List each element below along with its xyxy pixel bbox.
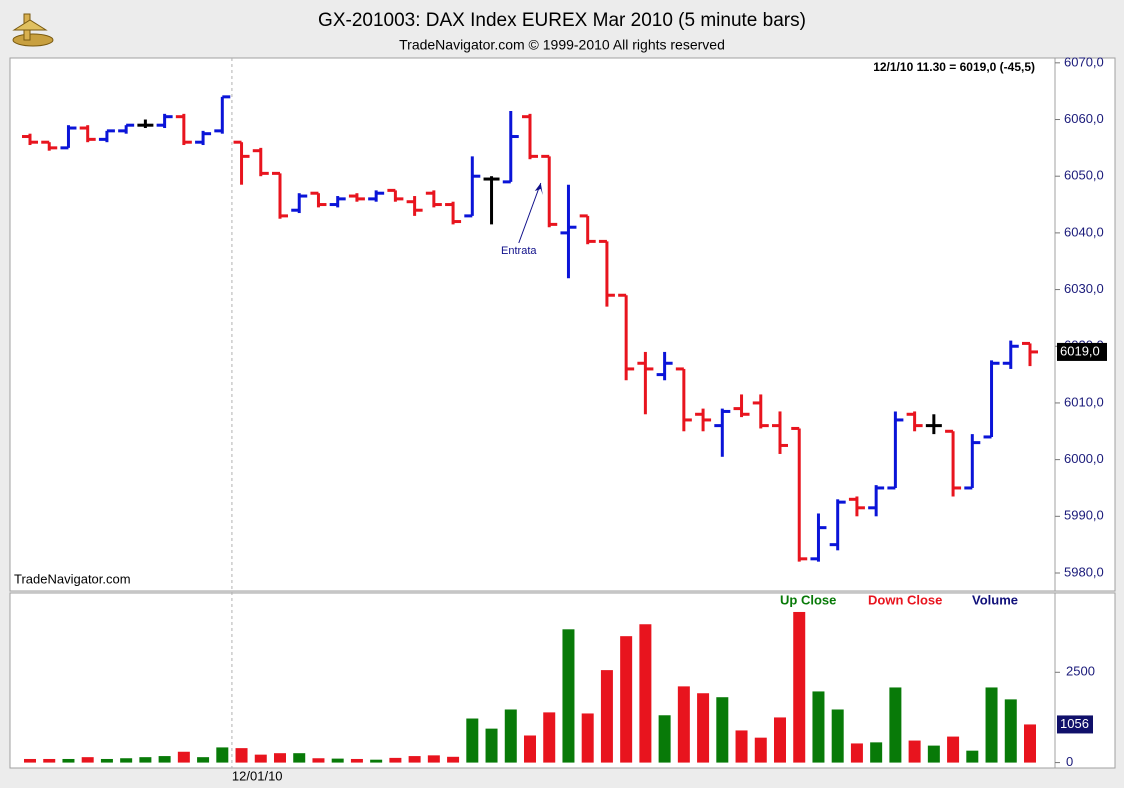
volume-bar	[620, 636, 633, 763]
y-tick-label: 0	[1066, 754, 1073, 769]
volume-bar	[427, 755, 440, 763]
volume-bar	[274, 753, 286, 763]
volume-bar	[370, 759, 383, 763]
volume-bar	[639, 624, 652, 763]
price-pane	[9, 57, 1056, 592]
volume-bar	[485, 728, 498, 763]
y-tick-label: 6010,0	[1064, 394, 1104, 409]
volume-bar	[966, 750, 979, 763]
legend-entry: Down Close	[868, 592, 942, 607]
volume-bar	[658, 715, 671, 763]
volume-bar	[812, 691, 825, 763]
last-price-box	[1057, 342, 1107, 361]
volume-bar	[81, 757, 94, 763]
y-tick-label: 6040,0	[1064, 224, 1104, 239]
volume-bar	[927, 745, 940, 763]
last-volume-label: 1056	[1060, 716, 1089, 731]
logo	[12, 13, 54, 47]
volume-bar	[216, 747, 229, 763]
volume-bar	[331, 758, 344, 763]
volume-bar	[908, 740, 921, 763]
watermark: TradeNavigator.com	[14, 571, 131, 586]
volume-bar	[581, 713, 594, 763]
chart-subtitle: TradeNavigator.com © 1999-2010 All right…	[399, 37, 725, 53]
volume-bar	[697, 693, 710, 763]
chart-title: GX-201003: DAX Index EUREX Mar 2010 (5 m…	[318, 10, 806, 31]
volume-bar	[408, 756, 421, 763]
price-info: 12/1/10 11.30 = 6019,0 (-45,5)	[873, 60, 1035, 74]
volume-bar	[312, 758, 325, 763]
last-volume-box	[1057, 715, 1093, 734]
volume-bar	[562, 629, 575, 763]
y-tick-label: 6000,0	[1064, 451, 1104, 466]
volume-axis	[1054, 592, 1116, 769]
volume-bar	[177, 751, 190, 763]
volume-bar	[120, 758, 133, 763]
y-tick-label: 6030,0	[1064, 281, 1104, 296]
volume-bar	[447, 756, 460, 763]
volume-bar	[716, 697, 729, 763]
volume-bar	[235, 748, 248, 763]
volume-bar	[1024, 724, 1036, 763]
y-tick-label: 5980,0	[1064, 564, 1104, 579]
volume-bar	[735, 730, 748, 763]
volume-bar	[350, 758, 363, 763]
volume-bar	[524, 735, 536, 763]
y-tick-label: 6070,0	[1064, 54, 1104, 69]
volume-bar	[947, 736, 960, 763]
volume-bar	[24, 758, 36, 763]
annotation-arrowhead	[534, 183, 543, 195]
annotation: Entrata	[501, 245, 537, 257]
legend-entry: Volume	[972, 592, 1018, 607]
annotation-arrow	[518, 182, 542, 244]
volume-bar	[774, 717, 786, 763]
y-tick-label: 5990,0	[1064, 508, 1104, 523]
last-price-label: 6019,0	[1060, 343, 1100, 358]
volume-bar	[677, 686, 690, 763]
x-tick-label: 12/01/10	[232, 768, 283, 783]
y-tick-label: 6050,0	[1064, 168, 1104, 183]
y-tick-label: 2500	[1066, 664, 1095, 679]
y-tick-label: 6060,0	[1064, 111, 1104, 126]
volume-bar	[889, 687, 902, 763]
volume-bar	[293, 753, 306, 763]
volume-bar	[793, 611, 806, 763]
volume-bar	[754, 737, 767, 763]
volume-bar	[985, 687, 998, 763]
volume-bar	[100, 758, 113, 763]
volume-bar	[600, 670, 613, 763]
volume-bar	[254, 754, 267, 763]
volume-bar	[158, 756, 171, 763]
volume-bar	[1004, 699, 1017, 763]
volume-bar	[466, 718, 479, 763]
volume-bar	[504, 709, 517, 763]
legend-entry: Up Close	[780, 592, 836, 607]
volume-bar	[139, 757, 152, 763]
volume-bar	[850, 743, 863, 763]
volume-bar	[43, 758, 56, 763]
volume-bar	[197, 757, 210, 763]
volume-bar	[62, 758, 75, 763]
volume-bar	[831, 709, 844, 763]
volume-bar	[870, 742, 883, 763]
volume-bar	[543, 712, 556, 763]
volume-bar	[389, 757, 402, 763]
price-axis	[1054, 57, 1116, 592]
